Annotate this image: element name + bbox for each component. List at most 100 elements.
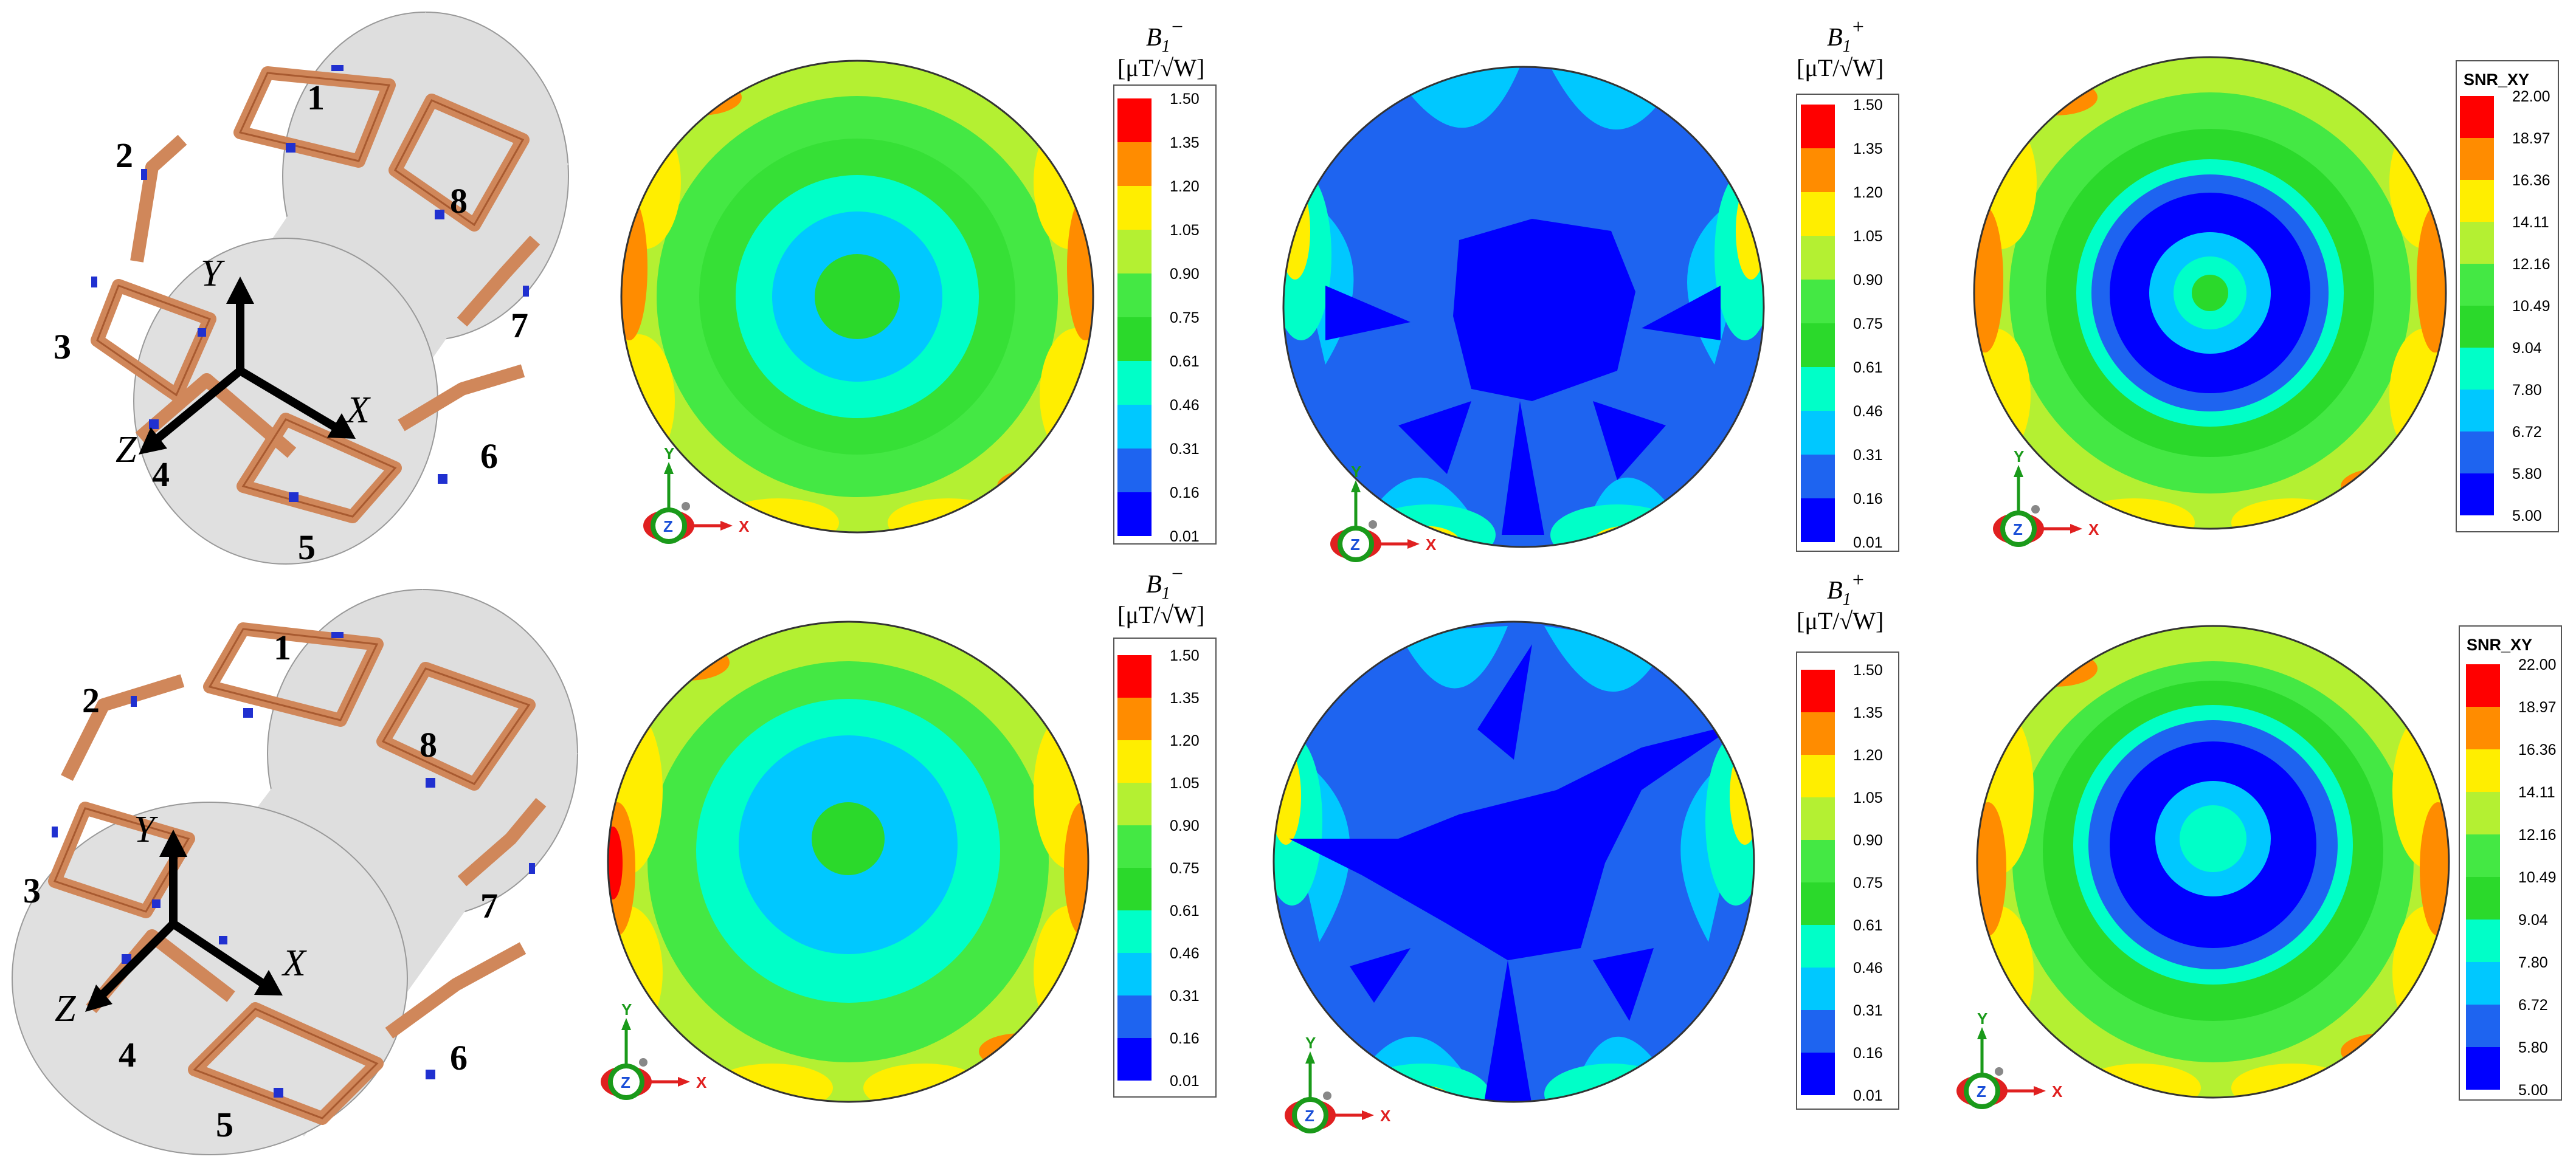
svg-text:B1+: B1+ bbox=[1827, 569, 1865, 609]
colorbar-segment-9 bbox=[1801, 1053, 1835, 1095]
triad-z-label: Z bbox=[621, 1073, 630, 1092]
title-base: B bbox=[1146, 24, 1162, 52]
colorbar-segment-8 bbox=[1801, 455, 1835, 498]
colorbar-segment-8 bbox=[1801, 1010, 1835, 1053]
colorbar-segment-1 bbox=[1801, 148, 1835, 192]
snr-colorbar-row2: SNR_XY 22.00 18.97 16.36 14.11 12.16 10.49 9.04… bbox=[2459, 625, 2562, 1101]
colorbar-segment-0 bbox=[1801, 670, 1835, 712]
coil-diagram-row2: Y X Z 1 2 3 4 5 6 7 8 bbox=[12, 589, 578, 1155]
colorbar-tick-1: 1.35 bbox=[1853, 140, 1883, 157]
b1-plus-unit-row2: [μT/√W] bbox=[1797, 607, 1884, 634]
svg-text:B1+: B1+ bbox=[1827, 16, 1865, 56]
colorbar-segment-5 bbox=[1801, 882, 1835, 925]
svg-text:B1−: B1− bbox=[1146, 563, 1184, 603]
triad-x-label: X bbox=[1380, 1107, 1391, 1125]
colorbar-tick-2: 1.20 bbox=[1853, 747, 1883, 764]
triad-y-arrowhead bbox=[1977, 1027, 1987, 1039]
colorbar-tick-2: 16.36 bbox=[2518, 741, 2557, 758]
colorbar-tick-5: 0.75 bbox=[1853, 315, 1883, 332]
colorbar-segment-0 bbox=[1117, 655, 1152, 698]
colorbar-segment-8 bbox=[1117, 449, 1152, 492]
triad-center bbox=[2005, 515, 2032, 542]
colorbar-segment-2 bbox=[1801, 755, 1835, 797]
b1-plus-colorbar-row2: 1.50 1.35 1.20 1.05 0.90 0.75 0.61 0.46 0.31 0.16… bbox=[1796, 651, 1899, 1110]
colorbar-tick-10: 0.01 bbox=[1853, 1087, 1883, 1104]
colorbar-tick-8: 6.72 bbox=[2518, 997, 2548, 1014]
title-sub: 1 bbox=[1843, 37, 1851, 56]
triad-dot bbox=[1369, 520, 1377, 529]
colorbar-tick-9: 0.16 bbox=[1170, 1030, 1200, 1047]
colorbar-segment-2 bbox=[1801, 192, 1835, 236]
colorbar-segment-9 bbox=[1801, 498, 1835, 542]
colorbar-tick-3: 1.05 bbox=[1170, 222, 1200, 239]
coil-label-5-row2: 5 bbox=[216, 1105, 233, 1144]
coil-label-4-row1: 4 bbox=[152, 455, 170, 494]
triad-y-arrowhead bbox=[664, 462, 674, 474]
colorbar-segment-1 bbox=[2466, 707, 2500, 749]
colorbar-tick-2: 1.20 bbox=[1170, 178, 1200, 195]
colorbar-tick-6: 0.61 bbox=[1170, 902, 1200, 920]
svg-text:B1−: B1− bbox=[1146, 16, 1184, 56]
colorbar-tick-7: 0.46 bbox=[1170, 397, 1200, 414]
triad-x-label: X bbox=[2088, 520, 2099, 538]
colorbar-tick-6: 0.61 bbox=[1170, 353, 1200, 370]
snr-map-row2 bbox=[1976, 625, 2450, 1099]
triad-dot bbox=[1995, 1067, 2003, 1076]
b1-minus-map-row2 bbox=[607, 621, 1089, 1103]
colorbar-segment-3 bbox=[1801, 797, 1835, 840]
colorbar-tick-7: 0.46 bbox=[1853, 403, 1883, 420]
coil-label-6-row1: 6 bbox=[480, 436, 498, 476]
triad-center bbox=[655, 512, 682, 539]
colorbar-tick-2: 1.20 bbox=[1170, 732, 1200, 749]
y-axis-label-row2: Y bbox=[134, 809, 158, 850]
colorbar-tick-8: 0.31 bbox=[1853, 1002, 1883, 1019]
colorbar-segment-7 bbox=[1801, 968, 1835, 1010]
colorbar-tick-8: 0.31 bbox=[1170, 988, 1200, 1005]
colorbar-segment-6 bbox=[1117, 910, 1152, 953]
colorbar-tick-6: 0.61 bbox=[1853, 359, 1883, 376]
b1-minus-colorbar-row2: 1.50 1.35 1.20 1.05 0.90 0.75 0.61 0.46 0.31 0.16… bbox=[1113, 638, 1217, 1098]
triad-x-label: X bbox=[739, 517, 750, 535]
triad-y-label: Y bbox=[664, 444, 674, 462]
z-axis-label-row2: Z bbox=[55, 988, 76, 1030]
coil-label-8-row1: 8 bbox=[450, 181, 468, 221]
colorbar-tick-0: 22.00 bbox=[2512, 88, 2550, 105]
colorbar-tick-9: 0.16 bbox=[1853, 490, 1883, 507]
colorbar-tick-0: 1.50 bbox=[1170, 647, 1200, 664]
title-base: B bbox=[1827, 24, 1843, 52]
title-base: B bbox=[1827, 577, 1843, 605]
colorbar-segment-5 bbox=[1117, 868, 1152, 910]
colorbar-tick-8: 6.72 bbox=[2512, 424, 2542, 441]
colorbar-tick-4: 0.90 bbox=[1170, 817, 1200, 834]
colorbar-segment-9 bbox=[2460, 473, 2494, 515]
colorbar-segment-2 bbox=[2460, 180, 2494, 222]
colorbar-tick-10: 0.01 bbox=[1170, 1073, 1200, 1090]
triad-dot bbox=[639, 1058, 647, 1067]
colorbar-segment-7 bbox=[2466, 962, 2500, 1005]
colorbar-tick-8: 0.31 bbox=[1170, 441, 1200, 458]
colorbar-segment-4 bbox=[1801, 280, 1835, 323]
colorbar-segment-8 bbox=[1117, 995, 1152, 1038]
colorbar-segment-3 bbox=[1117, 230, 1152, 273]
coil-label-2-row2: 2 bbox=[82, 681, 100, 720]
colorbar-segment-5 bbox=[1117, 317, 1152, 361]
triad-y-label: Y bbox=[1351, 462, 1361, 481]
colorbar-segment-7 bbox=[1117, 405, 1152, 449]
coil-label-4-row2: 4 bbox=[119, 1035, 136, 1074]
title-sub: 1 bbox=[1162, 37, 1170, 56]
orientation-triad-b1-plus-row1: Y X Z bbox=[1330, 462, 1437, 562]
triad-z-label: Z bbox=[2013, 520, 2023, 538]
x-axis-label-row1: X bbox=[345, 390, 371, 431]
b1-minus-title-row1: B1− [μT/√W] bbox=[1117, 16, 1204, 81]
title-sub: 1 bbox=[1162, 584, 1170, 603]
colorbar-tick-5: 10.49 bbox=[2512, 298, 2550, 315]
colorbar-tick-0: 1.50 bbox=[1170, 91, 1200, 108]
colorbar-tick-5: 0.75 bbox=[1853, 875, 1883, 892]
colorbar-tick-7: 7.80 bbox=[2512, 382, 2542, 399]
colorbar-segment-6 bbox=[1117, 361, 1152, 405]
coil-label-5-row1: 5 bbox=[298, 528, 316, 567]
colorbar-segment-1 bbox=[2460, 138, 2494, 180]
colorbar-segment-6 bbox=[2460, 348, 2494, 390]
